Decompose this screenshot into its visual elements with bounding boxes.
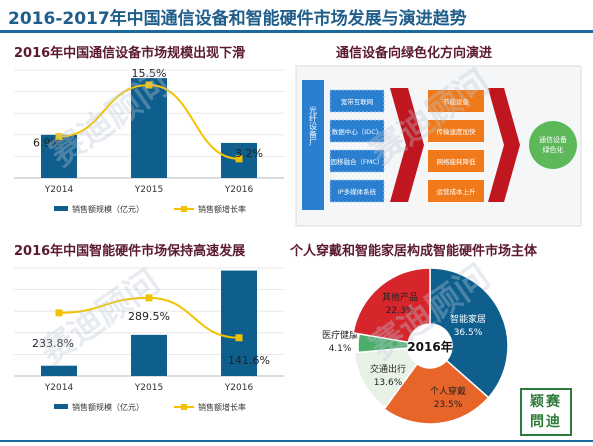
growth-rate-marker [235, 334, 243, 342]
pie-slice-label: 智能家居 [450, 313, 486, 325]
bar [41, 134, 77, 178]
trend-box-label: 网络能耗降低 [437, 157, 477, 166]
logo-text: 颖赛問迪 [530, 394, 562, 430]
telecom-market-chart: Y2014 Y2015 Y2016 6.9% 15.5% 3.2% 销售额规模（亿元） 销售额… [14, 67, 284, 214]
bar [131, 78, 167, 178]
company-logo: 颖赛問迪 [520, 388, 572, 436]
bar [41, 365, 77, 376]
smart-hw-chart-title: 2016年中国智能硬件市场保持高速发展 [14, 244, 246, 259]
pie-slice-label: 其他产品 [382, 291, 418, 303]
growth-rate-label: 3.2% [235, 147, 263, 160]
legend-swatch-bar [54, 206, 68, 211]
growth-rate-marker [55, 133, 63, 141]
source-box [329, 89, 385, 113]
legend-label-line: 销售额增长率 [198, 204, 246, 214]
growth-rate-label: 6.9% [33, 137, 61, 150]
pie-chart-title: 个人穿戴和智能家居构成智能硬件市场主体 [290, 244, 538, 259]
trend-box [428, 90, 484, 112]
x-tick-label: Y2014 [44, 383, 74, 393]
legend-swatch-bar [54, 404, 68, 409]
left-label-box [302, 80, 324, 210]
page-title: 2016-2017年中国通信设备和智能硬件市场发展与演进趋势 [8, 9, 467, 29]
trend-box [428, 120, 484, 142]
bar [221, 270, 257, 376]
pie-slice-value: 36.5% [454, 328, 483, 338]
growth-rate-marker [235, 155, 243, 163]
legend-label-bar: 销售额规模（亿元） [72, 204, 144, 214]
source-box-label: 宽带互联网 [341, 97, 374, 106]
source-box-label: IP多媒体系统 [338, 187, 377, 196]
pie-slice-label: 医疗健康 [322, 329, 358, 341]
pie-slice-value: 4.1% [329, 344, 352, 354]
left-label-text: 光纤设备厂 [309, 105, 318, 147]
pie-center [408, 324, 452, 368]
trend-box-label: 节能设备 [443, 97, 470, 106]
telecom-chart-title: 2016年中国通信设备市场规模出现下滑 [14, 46, 246, 61]
x-tick-label: Y2015 [134, 383, 163, 393]
diagram-title: 通信设备向绿色化方向演进 [336, 46, 493, 61]
trend-box-label: 运营成本上升 [437, 187, 477, 196]
result-text-1: 通信设备 [539, 135, 567, 144]
pie-slice-value: 23.5% [434, 400, 463, 410]
legend-marker-line [181, 404, 187, 410]
pie-center-label: 2016年 [407, 339, 452, 354]
red-arrow-2 [488, 88, 520, 202]
pie-slice-value: 22.3% [386, 306, 415, 316]
legend-label-bar: 销售额规模（亿元） [72, 402, 144, 412]
pie-slice-label: 交通出行 [370, 363, 406, 375]
trend-box-label: 传输速度加快 [437, 127, 477, 136]
smart-hardware-pie-chart: 智能家居 36.5% 个人穿戴 23.5% 交通出行 13.6% 医疗健康 4.1% 其他产品 2… [322, 267, 509, 425]
title-rule [0, 30, 593, 33]
growth-rate-marker [145, 81, 153, 89]
source-box [329, 149, 385, 173]
result-circle [529, 121, 577, 169]
source-box [329, 119, 385, 143]
growth-rate-label: 289.5% [128, 310, 170, 323]
bar [131, 334, 167, 376]
legend-marker-line [181, 206, 187, 212]
growth-rate-label: 15.5% [132, 67, 167, 80]
trend-box [428, 150, 484, 172]
source-box-label: 固移融合（FMC） [331, 157, 384, 166]
source-box-label: 数据中心（IDC） [332, 127, 382, 136]
source-box [329, 179, 385, 203]
pie-slice-value: 13.6% [374, 378, 403, 388]
x-tick-label: Y2014 [44, 185, 74, 195]
growth-rate-marker [145, 294, 153, 302]
x-tick-label: Y2016 [224, 185, 254, 195]
bottom-rule [0, 440, 593, 442]
pie-slice-label: 个人穿戴 [430, 385, 466, 397]
result-text-2: 绿色化 [543, 145, 564, 154]
growth-rate-label: 233.8% [32, 337, 74, 350]
x-tick-label: Y2016 [224, 383, 254, 393]
red-arrow-1 [390, 88, 424, 202]
growth-rate-label: 141.6% [228, 354, 270, 367]
legend-label-line: 销售额增长率 [198, 402, 246, 412]
smart-hardware-market-chart: Y2014 Y2015 Y2016 233.8% 289.5% 141.6% 销售额规模（亿… [14, 267, 284, 412]
x-tick-label: Y2015 [134, 185, 163, 195]
growth-rate-marker [55, 309, 63, 317]
trend-box [428, 180, 484, 202]
